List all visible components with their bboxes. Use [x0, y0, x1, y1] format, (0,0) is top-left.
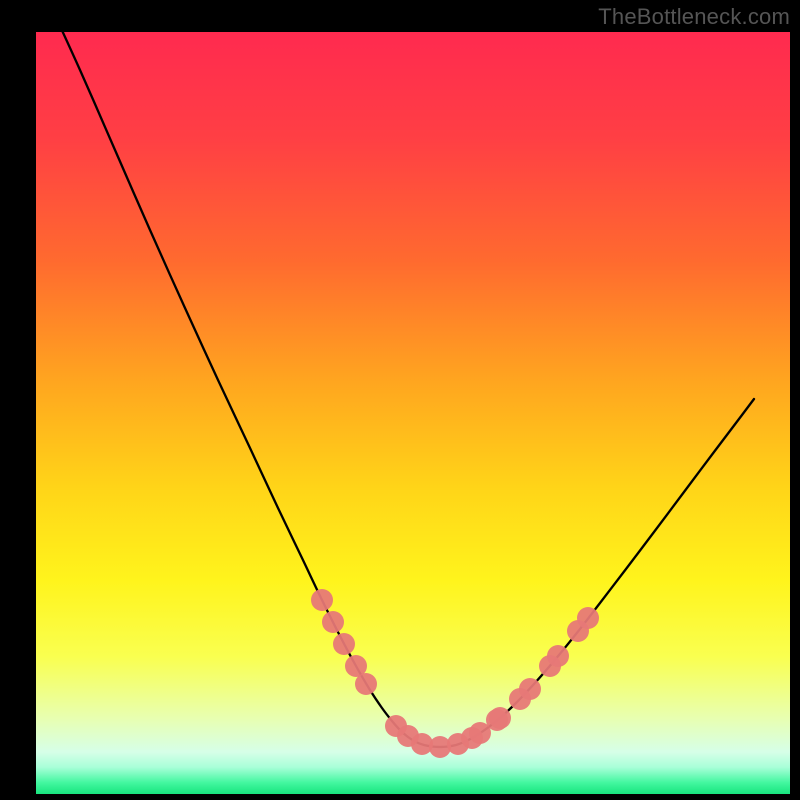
data-marker: [489, 707, 511, 729]
data-marker: [311, 589, 333, 611]
background-gradient: [36, 32, 790, 794]
data-marker: [333, 633, 355, 655]
data-marker: [547, 645, 569, 667]
data-marker: [519, 678, 541, 700]
data-marker: [577, 607, 599, 629]
plot-area: [36, 32, 790, 794]
watermark-text: TheBottleneck.com: [598, 4, 790, 30]
data-marker: [322, 611, 344, 633]
data-marker: [355, 673, 377, 695]
